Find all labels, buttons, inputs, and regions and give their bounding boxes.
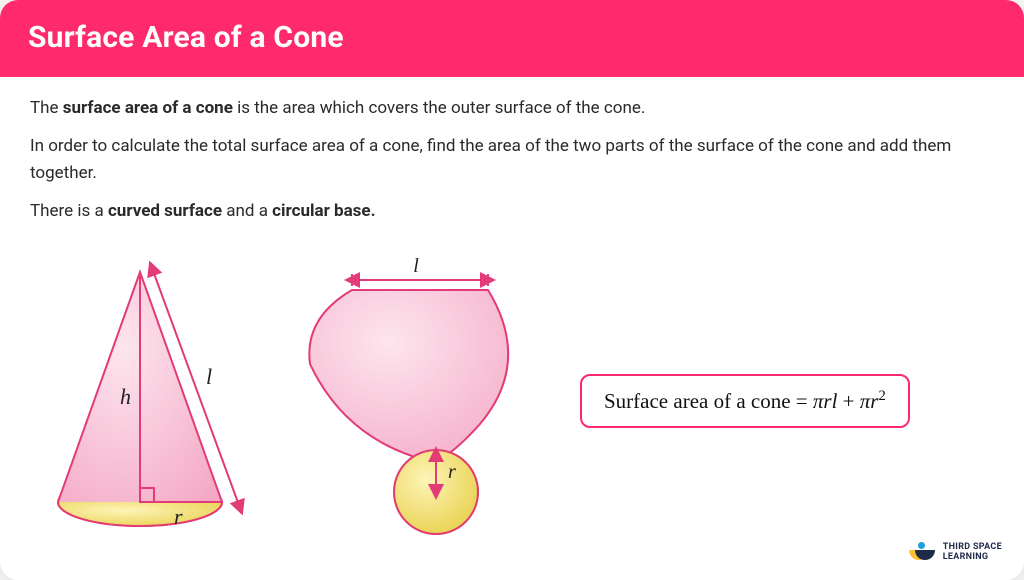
label-l: l [206,364,212,389]
text: and a [222,201,272,221]
text: There is a [30,201,108,221]
term-circular-base: circular base. [272,201,375,221]
figure-row: h l r [0,254,1024,548]
intro-paragraph-3: There is a curved surface and a circular… [30,198,994,224]
intro-paragraph-1: The surface area of a cone is the area w… [30,95,994,121]
page-title: Surface Area of a Cone [28,20,996,55]
formula-box: Surface area of a cone = πrl + πr2 [580,374,910,428]
logo-text: THIRD SPACE LEARNING [943,543,1002,563]
card-header: Surface Area of a Cone [0,0,1024,77]
formula-rhs: = πrl + πr2 [791,389,886,413]
cone-net-diagram: l r [280,254,540,548]
text: is the area which covers the outer surfa… [233,98,646,118]
logo-line2: LEARNING [943,553,1002,563]
label-h: h [120,384,131,409]
formula-lhs: Surface area of a cone [604,389,791,413]
brand-logo: THIRD SPACE LEARNING [909,542,1002,564]
term-surface-area: surface area of a cone [63,98,233,118]
label-l-net: l [413,255,419,277]
term-curved-surface: curved surface [108,201,222,221]
card-body: The surface area of a cone is the area w… [0,77,1024,246]
cone-diagram: h l r [30,254,260,548]
label-r: r [174,504,183,529]
logo-mark-icon [909,542,935,564]
intro-paragraph-2: In order to calculate the total surface … [30,133,994,186]
label-r-net: r [448,461,456,483]
info-card: Surface Area of a Cone The surface area … [0,0,1024,580]
text: The [30,98,63,118]
